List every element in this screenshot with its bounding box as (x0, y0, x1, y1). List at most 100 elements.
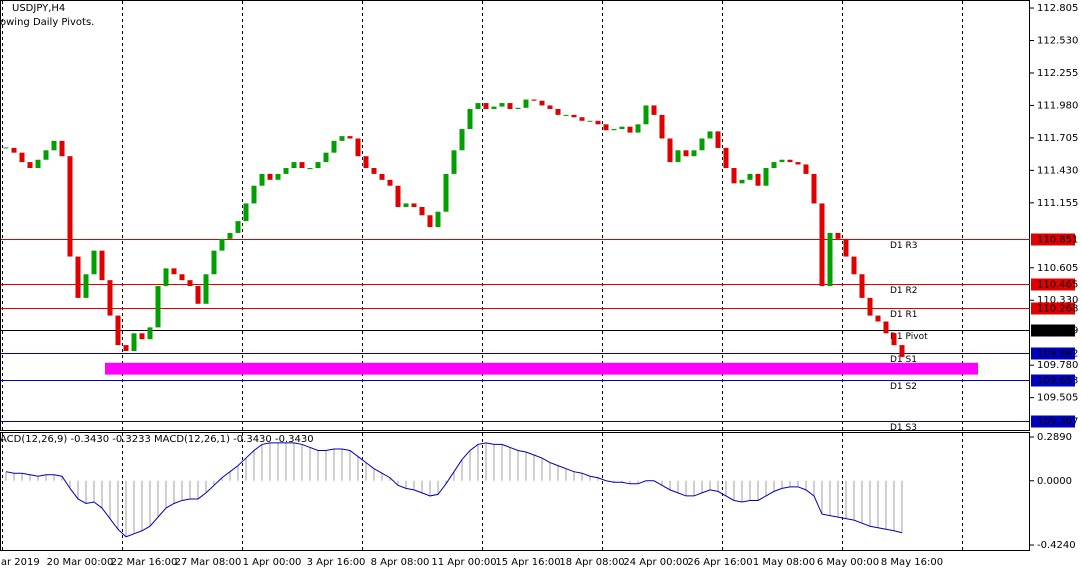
candle (635, 124, 641, 133)
candle (355, 138, 361, 157)
candle (43, 150, 49, 160)
candle (315, 162, 321, 169)
x-tick-label: Mar 2019 (0, 557, 40, 568)
candle (387, 179, 393, 186)
pivot-name: D1 S2 (890, 382, 917, 392)
pivot-price-box (1031, 324, 1075, 337)
macd-line (5, 442, 903, 538)
price-panel (0, 0, 1030, 431)
candle (371, 168, 377, 174)
pivot-name: D1 R3 (890, 241, 918, 251)
y-tick-label: 112.530 (1037, 35, 1078, 46)
x-tick-label: 3 Apr 16:00 (307, 557, 366, 568)
indicator-title: ACD(12,26,9) -0.3430 -0.3233 MACD(12,26,… (0, 434, 314, 445)
candle (579, 117, 585, 121)
candle (307, 168, 313, 170)
pivot-name: D1 R2 (890, 286, 918, 296)
candle (155, 286, 161, 328)
pivot-price-label: 110.268 (1037, 304, 1078, 315)
candle (203, 274, 209, 304)
candle (651, 105, 657, 115)
candle (507, 103, 513, 109)
candle (787, 159, 793, 163)
candle (611, 129, 617, 131)
candle (779, 159, 785, 163)
x-tick-label: 6 May 00:00 (817, 557, 879, 568)
y-tick-label: 111.705 (1037, 133, 1078, 144)
candle (251, 185, 257, 204)
candle (451, 150, 457, 174)
chart-title: USDJPY,H4 (12, 3, 65, 14)
pivot-price-box (1031, 233, 1075, 246)
candle (147, 327, 153, 340)
candle (667, 138, 673, 163)
pivot-name: D1 S3 (890, 423, 917, 433)
pivot-price-box (1031, 347, 1075, 360)
y-tick-label: 109.505 (1037, 393, 1078, 404)
x-tick-label: 8 Apr 08:00 (371, 557, 430, 568)
y-tick-label: 0.2890 (1037, 432, 1072, 443)
y-tick-label: 109.780 (1037, 360, 1078, 371)
candle (707, 131, 713, 139)
candle (219, 238, 225, 251)
candle (107, 280, 113, 316)
candle (283, 168, 289, 174)
candle (179, 274, 185, 281)
y-tick-label: 111.980 (1037, 100, 1078, 111)
candle (195, 286, 201, 304)
candle (235, 221, 241, 233)
pivot-price-box (1031, 415, 1075, 428)
candle (27, 162, 33, 169)
candle (339, 136, 345, 141)
candle (763, 168, 769, 186)
x-tick-label: 15 Apr 16:00 (495, 557, 560, 568)
candle (587, 120, 593, 122)
candle (67, 156, 73, 257)
candle (475, 103, 481, 109)
candle (35, 159, 41, 169)
pivot-price-label: 110.079 (1037, 326, 1078, 337)
candle (539, 100, 545, 106)
candle (875, 315, 881, 322)
candle (211, 250, 217, 275)
indicator-panel (0, 432, 1030, 551)
time-grid (2, 1, 963, 550)
candle (803, 164, 809, 174)
x-tick-label: 26 Apr 16:00 (687, 557, 752, 568)
candle (723, 147, 729, 169)
y-tick-label: 0.0000 (1037, 476, 1072, 487)
candle (275, 173, 281, 180)
candle (683, 150, 689, 157)
candle (843, 238, 849, 257)
chart-subtitle: owing Daily Pivots. (0, 17, 94, 28)
candle (531, 99, 537, 101)
pivot-price-box (1031, 278, 1075, 291)
candle (547, 105, 553, 109)
x-tick-label: 1 May 08:00 (753, 557, 815, 568)
x-tick-label: 8 May 16:00 (881, 557, 943, 568)
candle (899, 345, 905, 357)
candle (603, 124, 609, 131)
candle (331, 140, 337, 153)
candle (819, 203, 825, 287)
x-tick-label: 24 Apr 00:00 (623, 557, 688, 568)
candle (731, 168, 737, 184)
candle (259, 173, 265, 186)
candle (75, 256, 81, 298)
candle (83, 274, 89, 298)
x-tick-label: 1 Apr 00:00 (243, 557, 302, 568)
candle (835, 232, 841, 239)
candle (643, 105, 649, 125)
candle (291, 162, 297, 169)
candle (171, 268, 177, 275)
y-tick-label: 112.805 (1037, 3, 1078, 14)
candle (627, 126, 633, 133)
y-tick-label: 110.605 (1037, 263, 1078, 274)
pivot-name: D1 Pivot (890, 332, 928, 342)
candle (299, 162, 305, 169)
candle (827, 232, 833, 287)
pivot-price-box (1031, 302, 1075, 315)
pivot-name: D1 R1 (890, 310, 918, 320)
candle (443, 173, 449, 212)
